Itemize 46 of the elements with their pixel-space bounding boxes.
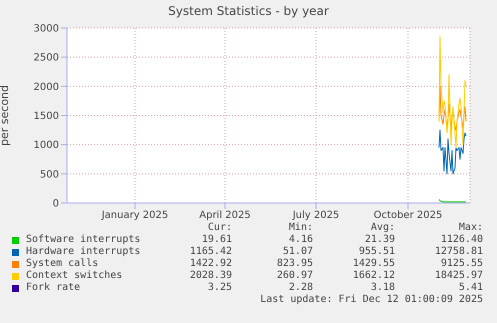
- x-tick-label: January 2025: [100, 210, 168, 222]
- line-series: [438, 130, 466, 174]
- text: 955.51: [358, 246, 395, 257]
- line-series: [438, 86, 466, 131]
- y-tick-label: 2000: [34, 82, 59, 93]
- text: 4.16: [288, 234, 313, 245]
- text: 18425.97: [434, 270, 483, 281]
- x-tick-label: October 2025: [374, 210, 442, 222]
- legend-label: Fork rate: [26, 282, 80, 293]
- chart-title: System Statistics - by year: [167, 4, 330, 18]
- x-tick-label: April 2025: [199, 210, 251, 222]
- y-tick-label: 0: [52, 198, 59, 210]
- legend-label: System calls: [26, 258, 98, 269]
- text: 1429.55: [352, 258, 395, 269]
- text: 1422.92: [190, 258, 232, 269]
- legend-label: Hardware interrupts: [26, 246, 140, 257]
- text: 1126.40: [440, 234, 483, 245]
- text: 823.95: [276, 258, 313, 269]
- legend-label: Software interrupts: [26, 234, 140, 245]
- text: 260.97: [276, 270, 313, 281]
- text: Max:: [458, 222, 483, 233]
- text: 1662.12: [352, 270, 395, 281]
- text: 5.41: [458, 282, 483, 293]
- text: Min:: [288, 222, 313, 233]
- text: 2.28: [288, 282, 313, 293]
- text: Last update: Fri Dec 12 01:00:09 2025: [260, 294, 483, 305]
- y-tick-label: 1500: [34, 111, 59, 122]
- y-tick-label: 1000: [34, 140, 59, 152]
- legend-label: Context switches: [26, 270, 122, 281]
- text: 3.18: [370, 282, 395, 293]
- text: 9125.55: [440, 258, 483, 269]
- y-tick-label: 500: [40, 169, 59, 180]
- text: 19.61: [202, 234, 232, 245]
- text: 3.25: [208, 282, 232, 293]
- text: 21.39: [364, 234, 395, 245]
- text: 1165.42: [190, 246, 232, 257]
- y-tick-label: 2500: [34, 52, 59, 64]
- text: 12758.81: [434, 246, 483, 257]
- x-tick-label: July 2025: [292, 210, 340, 222]
- text: 51.07: [282, 246, 313, 257]
- text: Avg:: [370, 222, 395, 233]
- text: 2028.39: [190, 270, 232, 281]
- line-series: [438, 36, 466, 148]
- text: Cur:: [208, 222, 232, 233]
- y-axis-title: per second: [0, 85, 11, 146]
- y-tick-label: 3000: [34, 24, 59, 35]
